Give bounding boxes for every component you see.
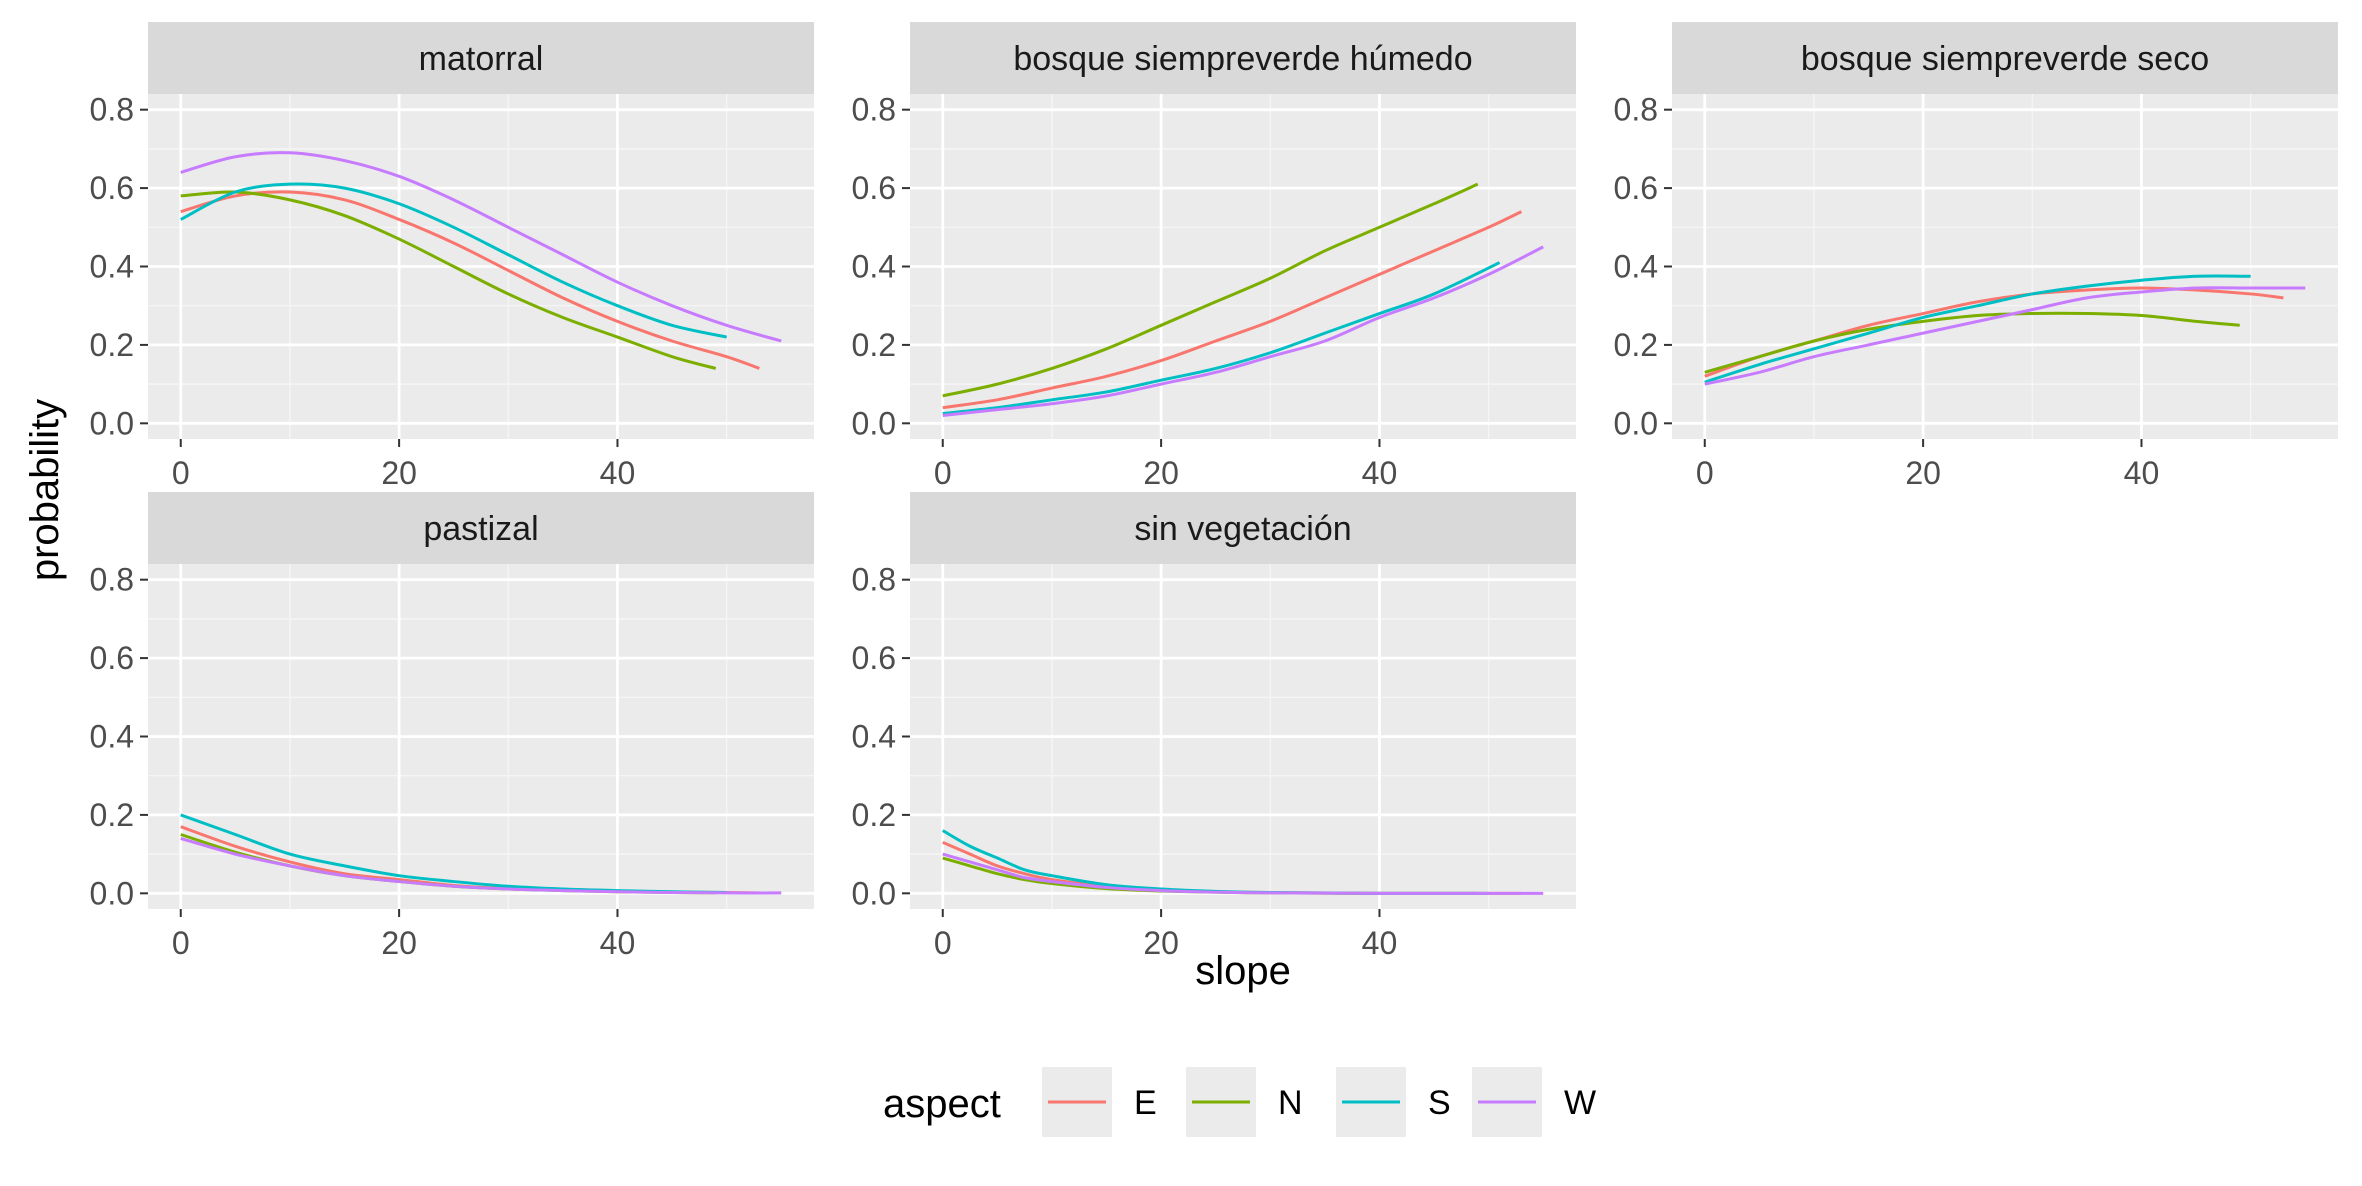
facet-panel-bosque-siempreverde-seco: bosque siempreverde seco 0.0 0.2 0.4 0.6 0.8 0… <box>1614 22 2338 491</box>
y-tick-label: 0.4 <box>90 719 134 755</box>
y-tick-label: 0.4 <box>852 719 896 755</box>
series-line-e-bosque-siempreverde-humedo <box>942 210 1523 410</box>
x-tick-label: 20 <box>381 455 417 491</box>
y-tick-label: 0.8 <box>90 92 134 128</box>
x-tick-label: 0 <box>934 925 952 961</box>
series-line-s-bosque-siempreverde-humedo <box>942 261 1501 416</box>
x-tick-label: 0 <box>1696 455 1714 491</box>
series-line-s-matorral <box>180 182 727 339</box>
y-tick-label: 0.6 <box>90 640 134 676</box>
y-tick-label: 0.8 <box>1614 92 1658 128</box>
y-tick-label: 0.8 <box>852 562 896 598</box>
y-tick-label: 0.0 <box>852 875 896 911</box>
facet-title-pastizal: pastizal <box>423 510 538 548</box>
series-line-w-sin-vegetacion <box>942 852 1544 895</box>
y-tick-label: 0.4 <box>852 249 896 285</box>
x-tick-label: 40 <box>1362 455 1398 491</box>
y-tick-label: 0.6 <box>852 640 896 676</box>
y-tick-label: 0.2 <box>852 797 896 833</box>
facet-panel-sin-vegetacion: sin vegetación 0.0 0.2 0.4 0.6 0.8 0 20 40 <box>852 492 1576 961</box>
series-line-n-bosque-siempreverde-seco <box>1704 311 2240 374</box>
series-line-e-matorral <box>180 190 760 370</box>
y-tick-label: 0.0 <box>852 405 896 441</box>
x-axis-title: slope <box>1195 949 1291 993</box>
x-tick-label: 0 <box>172 925 190 961</box>
series-line-w-pastizal <box>180 836 782 895</box>
y-tick-label: 0.2 <box>1614 327 1658 363</box>
x-tick-label: 20 <box>1143 455 1179 491</box>
facet-title-sin-vegetacion: sin vegetación <box>1134 510 1351 548</box>
y-tick-label: 0.2 <box>90 797 134 833</box>
facet-panel-bosque-siempreverde-humedo: bosque siempreverde húmedo 0.0 0.2 0.4 0.6 0.… <box>852 22 1576 491</box>
legend-label-e: E <box>1134 1084 1157 1122</box>
y-tick-label: 0.0 <box>90 875 134 911</box>
facet-strip <box>910 492 1576 564</box>
legend-label-n: N <box>1278 1084 1303 1122</box>
facet-strip <box>1672 22 2338 94</box>
facet-title-matorral: matorral <box>419 40 544 78</box>
facet-panel-pastizal: pastizal 0.0 0.2 0.4 0.6 0.8 0 20 40 <box>90 492 814 961</box>
series-line-w-bosque-siempreverde-humedo <box>942 245 1544 417</box>
x-tick-label: 0 <box>172 455 190 491</box>
facet-panel-matorral: matorral 0.0 0.2 0.4 0.6 0.8 0 20 40 <box>90 22 814 491</box>
y-tick-label: 0.8 <box>90 562 134 598</box>
x-tick-label: 40 <box>2124 455 2160 491</box>
y-tick-label: 0.0 <box>90 405 134 441</box>
facet-title-bosque-siempreverde-humedo: bosque siempreverde húmedo <box>1013 40 1472 78</box>
y-tick-label: 0.4 <box>1614 249 1658 285</box>
y-tick-label: 0.2 <box>852 327 896 363</box>
facet-strip <box>148 492 814 564</box>
x-tick-label: 0 <box>934 455 952 491</box>
y-tick-label: 0.6 <box>1614 170 1658 206</box>
series-line-w-bosque-siempreverde-seco <box>1704 286 2306 386</box>
legend-title: aspect <box>883 1082 1001 1126</box>
x-tick-label: 40 <box>600 925 636 961</box>
x-tick-label: 40 <box>600 455 636 491</box>
x-tick-label: 20 <box>381 925 417 961</box>
facet-strip <box>910 22 1576 94</box>
series-line-w-matorral <box>180 151 782 343</box>
y-axis-title: probability <box>23 399 67 581</box>
y-tick-label: 0.6 <box>852 170 896 206</box>
x-tick-label: 20 <box>1905 455 1941 491</box>
y-tick-label: 0.8 <box>852 92 896 128</box>
y-tick-label: 0.2 <box>90 327 134 363</box>
legend: aspect E N S W <box>883 1067 1596 1137</box>
series-line-s-bosque-siempreverde-seco <box>1704 274 2251 384</box>
y-tick-label: 0.6 <box>90 170 134 206</box>
series-line-n-bosque-siempreverde-humedo <box>942 182 1479 398</box>
legend-label-s: S <box>1428 1084 1451 1122</box>
legend-label-w: W <box>1564 1084 1596 1122</box>
x-tick-label: 20 <box>1143 925 1179 961</box>
x-tick-label: 40 <box>1362 925 1398 961</box>
facet-title-bosque-siempreverde-seco: bosque siempreverde seco <box>1801 40 2209 78</box>
y-tick-label: 0.4 <box>90 249 134 285</box>
series-line-n-matorral <box>180 190 717 370</box>
facet-strip <box>148 22 814 94</box>
y-tick-label: 0.0 <box>1614 405 1658 441</box>
